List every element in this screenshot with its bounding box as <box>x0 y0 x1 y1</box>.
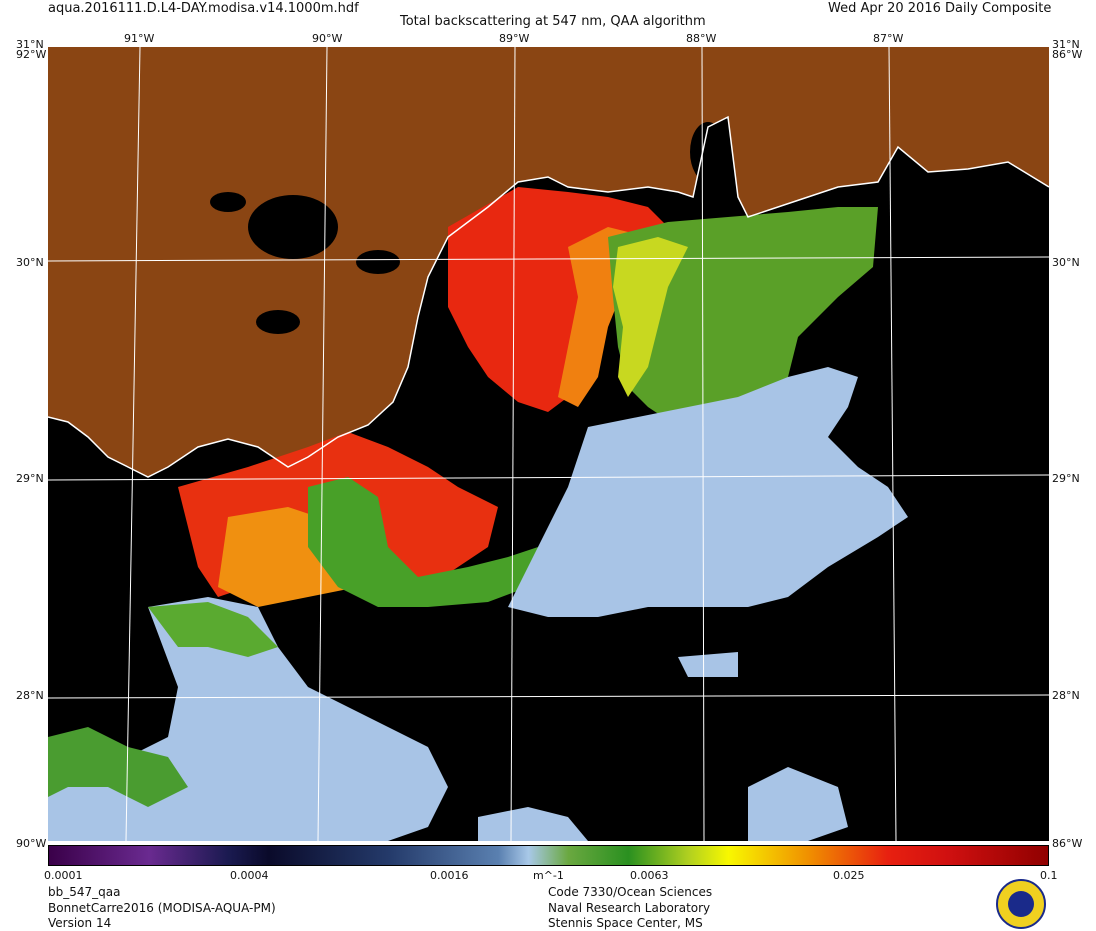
corner-label-top-left: 92°W <box>16 48 47 61</box>
corner-label-bottom-right: 86°W <box>1052 837 1083 850</box>
colorbar-tick-0.0004: 0.0004 <box>230 869 269 882</box>
lake-pontchartrain <box>248 195 338 259</box>
colorbar-tick-0.025: 0.025 <box>833 869 865 882</box>
blue-patch-mid <box>678 652 738 677</box>
lon-label-90w: 90°W <box>312 32 343 45</box>
colorbar <box>48 845 1049 866</box>
colorbar-unit: m^-1 <box>533 869 564 882</box>
land-area <box>48 47 1049 477</box>
plume-green-south <box>308 477 538 607</box>
lat-label-30n-left: 30°N <box>16 256 44 269</box>
lon-label-89w: 89°W <box>499 32 530 45</box>
clear-water-blue-east <box>508 367 908 617</box>
lat-label-28n-right: 28°N <box>1052 689 1080 702</box>
blue-patch-south <box>478 807 588 841</box>
file-name: aqua.2016111.D.L4-DAY.modisa.v14.1000m.h… <box>48 1 359 16</box>
composite-date: Wed Apr 20 2016 Daily Composite <box>828 1 1052 16</box>
lon-label-87w: 87°W <box>873 32 904 45</box>
green-patch-southwest <box>48 727 188 807</box>
corner-label-bottom-left: 90°W <box>16 837 47 850</box>
colorbar-tick-0.1: 0.1 <box>1040 869 1058 882</box>
backscatter-map <box>48 47 1049 841</box>
nrl-seal-logo <box>996 879 1046 929</box>
lake-borgne <box>356 250 400 274</box>
version-label: Version 14 <box>48 916 112 930</box>
product-name: bb_547_qaa <box>48 885 121 899</box>
inland-lake <box>256 310 300 334</box>
graticule <box>48 47 1049 841</box>
lat-label-28n-left: 28°N <box>16 689 44 702</box>
blue-patch-southeast <box>748 767 848 841</box>
corner-label-top-right: 86°W <box>1052 48 1083 61</box>
lake-maurepas <box>210 192 246 212</box>
colorbar-tick-0.0001: 0.0001 <box>44 869 83 882</box>
org-name: Naval Research Laboratory <box>548 901 711 915</box>
colorbar-tick-0.0063: 0.0063 <box>630 869 669 882</box>
lat-label-30n-right: 30°N <box>1052 256 1080 269</box>
plume-yellow-east <box>613 237 688 397</box>
project-name: BonnetCarre2016 (MODISA-AQUA-PM) <box>48 901 276 915</box>
org-code: Code 7330/Ocean Sciences <box>548 885 713 899</box>
mobile-bay <box>690 122 726 182</box>
lat-label-31n-left: 31°N <box>16 38 44 51</box>
lon-label-91w: 91°W <box>124 32 155 45</box>
lat-label-31n-right: 31°N <box>1052 38 1080 51</box>
map-title: Total backscattering at 547 nm, QAA algo… <box>400 14 706 29</box>
lat-label-29n-right: 29°N <box>1052 472 1080 485</box>
coastline <box>48 115 1049 478</box>
lon-label-88w: 88°W <box>686 32 717 45</box>
lat-label-29n-left: 29°N <box>16 472 44 485</box>
colorbar-tick-0.0016: 0.0016 <box>430 869 469 882</box>
org-location: Stennis Space Center, MS <box>548 916 703 930</box>
green-patch-west <box>148 602 278 657</box>
